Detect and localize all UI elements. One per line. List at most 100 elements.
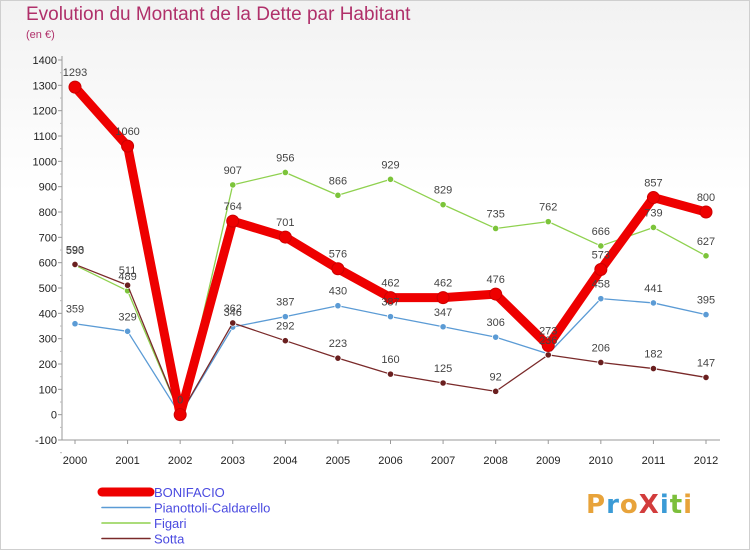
- x-tick-label: 2006: [378, 455, 402, 467]
- data-point: [492, 224, 500, 233]
- logo-letter: i: [683, 490, 694, 520]
- data-point: [597, 295, 605, 303]
- data-point: [544, 218, 552, 226]
- data-point: [278, 230, 292, 244]
- data-label: 458: [592, 279, 610, 291]
- y-tick-label: 200: [39, 359, 57, 371]
- data-point: [121, 139, 135, 153]
- y-tick-label: 1000: [33, 156, 57, 168]
- data-label: 347: [434, 307, 452, 319]
- data-label: 929: [381, 159, 399, 171]
- y-tick-label: 700: [39, 232, 57, 244]
- data-label: 462: [434, 278, 452, 290]
- data-point: [439, 379, 447, 387]
- data-point: [649, 223, 658, 232]
- data-label: 857: [644, 178, 662, 190]
- data-label: 956: [276, 152, 294, 164]
- logo-letter: t: [669, 490, 684, 520]
- data-point: [489, 287, 503, 301]
- data-point: [699, 205, 713, 219]
- data-point: [544, 351, 552, 359]
- legend-label: BONIFACIO: [154, 485, 225, 500]
- data-label: 147: [697, 357, 715, 369]
- data-label: 387: [381, 297, 399, 309]
- data-label: 762: [539, 202, 557, 214]
- x-tick-label: 2000: [63, 455, 87, 467]
- data-label: 329: [118, 311, 136, 323]
- y-tick-label: 1300: [33, 80, 57, 92]
- data-label: 1293: [63, 67, 87, 79]
- y-tick-label: 600: [39, 258, 57, 270]
- y-tick-label: 800: [39, 207, 57, 219]
- y-tick-label: 0: [51, 410, 57, 422]
- x-tick-label: 2007: [431, 455, 455, 467]
- data-point: [229, 181, 237, 189]
- data-label: 701: [276, 217, 294, 229]
- y-tick-label: 300: [39, 334, 57, 346]
- x-tick-label: 2012: [694, 455, 718, 467]
- y-tick-label: 500: [39, 283, 57, 295]
- data-point: [492, 333, 500, 341]
- data-point: [173, 408, 187, 422]
- data-point: [386, 175, 395, 183]
- y-tick-label: 1200: [33, 106, 57, 118]
- y-tick-label: 900: [39, 182, 57, 194]
- data-label: 306: [486, 317, 504, 329]
- data-point: [439, 201, 447, 209]
- x-tick-label: 2001: [115, 455, 139, 467]
- data-point: [702, 373, 710, 382]
- data-label: 573: [592, 250, 610, 262]
- data-point: [71, 260, 79, 269]
- data-point: [594, 263, 608, 277]
- data-point: [123, 327, 132, 335]
- data-point: [541, 339, 555, 353]
- y-tick-label: -100: [35, 435, 57, 447]
- data-point: [331, 262, 345, 276]
- data-label: 182: [644, 349, 662, 361]
- y-tick-label: 1100: [33, 131, 57, 143]
- data-label: 489: [118, 271, 136, 283]
- data-label: 627: [697, 236, 715, 248]
- data-point: [646, 191, 660, 205]
- data-point: [281, 168, 289, 177]
- data-point: [597, 242, 605, 250]
- data-point: [649, 364, 658, 373]
- proxiti-logo: ProXiti: [586, 490, 693, 520]
- logo-letter: X: [638, 490, 660, 520]
- data-label: 430: [329, 286, 347, 298]
- data-label: 739: [644, 207, 662, 219]
- y-tick-label: 100: [39, 384, 57, 396]
- data-label: 476: [486, 274, 504, 286]
- x-tick-label: 2008: [483, 455, 507, 467]
- data-point: [229, 319, 237, 327]
- data-label: 236: [539, 335, 557, 347]
- data-label: 206: [592, 342, 610, 354]
- data-label: 359: [66, 304, 84, 316]
- data-label: 800: [697, 192, 715, 204]
- data-label: 395: [697, 295, 715, 307]
- data-point: [123, 281, 132, 289]
- data-label: 1060: [115, 126, 139, 138]
- legend-label: Figari: [154, 516, 187, 531]
- data-label: 292: [276, 321, 294, 333]
- data-label: 223: [329, 338, 347, 350]
- data-point: [702, 252, 710, 260]
- x-tick-label: 2009: [536, 455, 560, 467]
- data-point: [281, 337, 289, 345]
- data-label: 829: [434, 185, 452, 197]
- data-point: [649, 299, 658, 307]
- logo-letter: P: [586, 490, 607, 520]
- data-label: 441: [644, 283, 662, 295]
- chart-title: Evolution du Montant de la Dette par Hab…: [26, 4, 411, 25]
- data-label: 590: [66, 245, 84, 257]
- x-tick-label: 2010: [589, 455, 613, 467]
- x-tick-label: 2002: [168, 455, 192, 467]
- data-point: [597, 358, 605, 367]
- data-label: 273: [539, 326, 557, 338]
- data-point: [439, 323, 447, 331]
- data-point: [226, 214, 240, 228]
- data-label: 387: [276, 297, 294, 309]
- data-label: 866: [329, 175, 347, 187]
